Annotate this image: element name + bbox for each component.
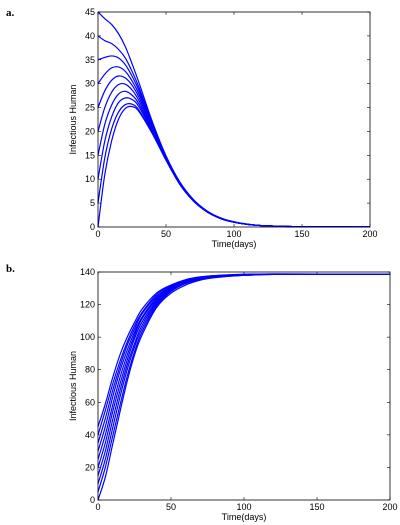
y-tick-label-a-1: 5	[90, 198, 95, 208]
series-line-b-3	[97, 273, 391, 476]
y-tick-label-a-2: 10	[85, 174, 95, 184]
x-tick-label-a-0: 0	[95, 229, 100, 239]
x-axis-label-a: Time(days)	[212, 239, 257, 249]
x-tick-label-a-4: 200	[362, 229, 377, 239]
chart-panel-a: a. 0 50 100 150 200 0 5 10 15 20 25 30 35 40 45 Time(d…	[6, 7, 378, 249]
series-line-b-9	[97, 273, 391, 427]
x-tick-label-a-2: 100	[226, 229, 241, 239]
x-tick-label-b-2: 100	[236, 502, 251, 512]
series-line-b-1	[97, 273, 390, 493]
series-line-b-7	[97, 273, 391, 444]
x-tick-label-a-1: 50	[161, 229, 171, 239]
lines-b	[97, 273, 391, 501]
x-tick-label-b-0: 0	[95, 502, 100, 512]
series-line-b-2	[97, 273, 390, 484]
y-tick-label-a-7: 35	[85, 55, 95, 65]
x-axis-label-b: Time(days)	[222, 512, 267, 522]
y-tick-label-b-2: 40	[85, 430, 95, 440]
x-tick-label-b-3: 150	[309, 502, 324, 512]
panel-label-a: a.	[6, 7, 15, 19]
series-line-b-0	[97, 273, 390, 501]
lines-a	[97, 11, 371, 228]
series-line-a-1	[97, 103, 371, 228]
series-line-a-9	[97, 11, 371, 228]
x-tick-label-b-1: 50	[166, 502, 176, 512]
series-line-a-2	[97, 97, 371, 228]
y-tick-label-b-4: 80	[85, 365, 95, 375]
series-line-b-5	[97, 273, 391, 460]
y-tick-label-b-0: 0	[90, 495, 95, 505]
y-tick-label-a-0: 0	[90, 222, 95, 232]
y-tick-label-a-8: 40	[85, 31, 95, 41]
series-line-a-4	[97, 82, 371, 228]
y-tick-label-a-6: 30	[85, 79, 95, 89]
series-line-a-0	[97, 105, 371, 228]
y-tick-label-b-5: 100	[80, 332, 95, 342]
plot-frame-a	[97, 11, 371, 228]
y-tick-label-a-4: 20	[85, 126, 95, 136]
series-line-a-5	[97, 75, 371, 228]
y-tick-label-a-9: 45	[85, 7, 95, 17]
series-line-b-4	[97, 273, 391, 468]
ticks-a: 0 50 100 150 200 0 5 10 15 20 25 30 35 40 45	[85, 7, 378, 239]
y-axis-label-b: Infectious Human	[68, 351, 78, 421]
y-tick-label-b-6: 120	[80, 300, 95, 310]
y-tick-label-b-7: 140	[80, 267, 95, 277]
x-tick-label-b-4: 200	[382, 502, 397, 512]
y-tick-label-a-3: 15	[85, 150, 95, 160]
y-tick-label-a-5: 25	[85, 103, 95, 113]
ticks-b: 0 50 100 150 200 0 20 40 60 80 100 120 140	[80, 267, 398, 512]
y-tick-label-b-1: 20	[85, 462, 95, 472]
panel-label-b: b.	[6, 263, 15, 275]
y-axis-label-a: Infectious Human	[68, 84, 78, 154]
x-tick-label-a-3: 150	[294, 229, 309, 239]
series-line-b-6	[97, 273, 391, 452]
series-line-b-8	[97, 273, 391, 436]
plot-frame-b	[97, 271, 391, 501]
series-line-a-8	[97, 35, 371, 228]
y-tick-label-b-3: 60	[85, 397, 95, 407]
chart-panel-b: b. 0 50 100 150 200 0 20 40 60 80 100 120 140 Time(d…	[6, 263, 398, 522]
